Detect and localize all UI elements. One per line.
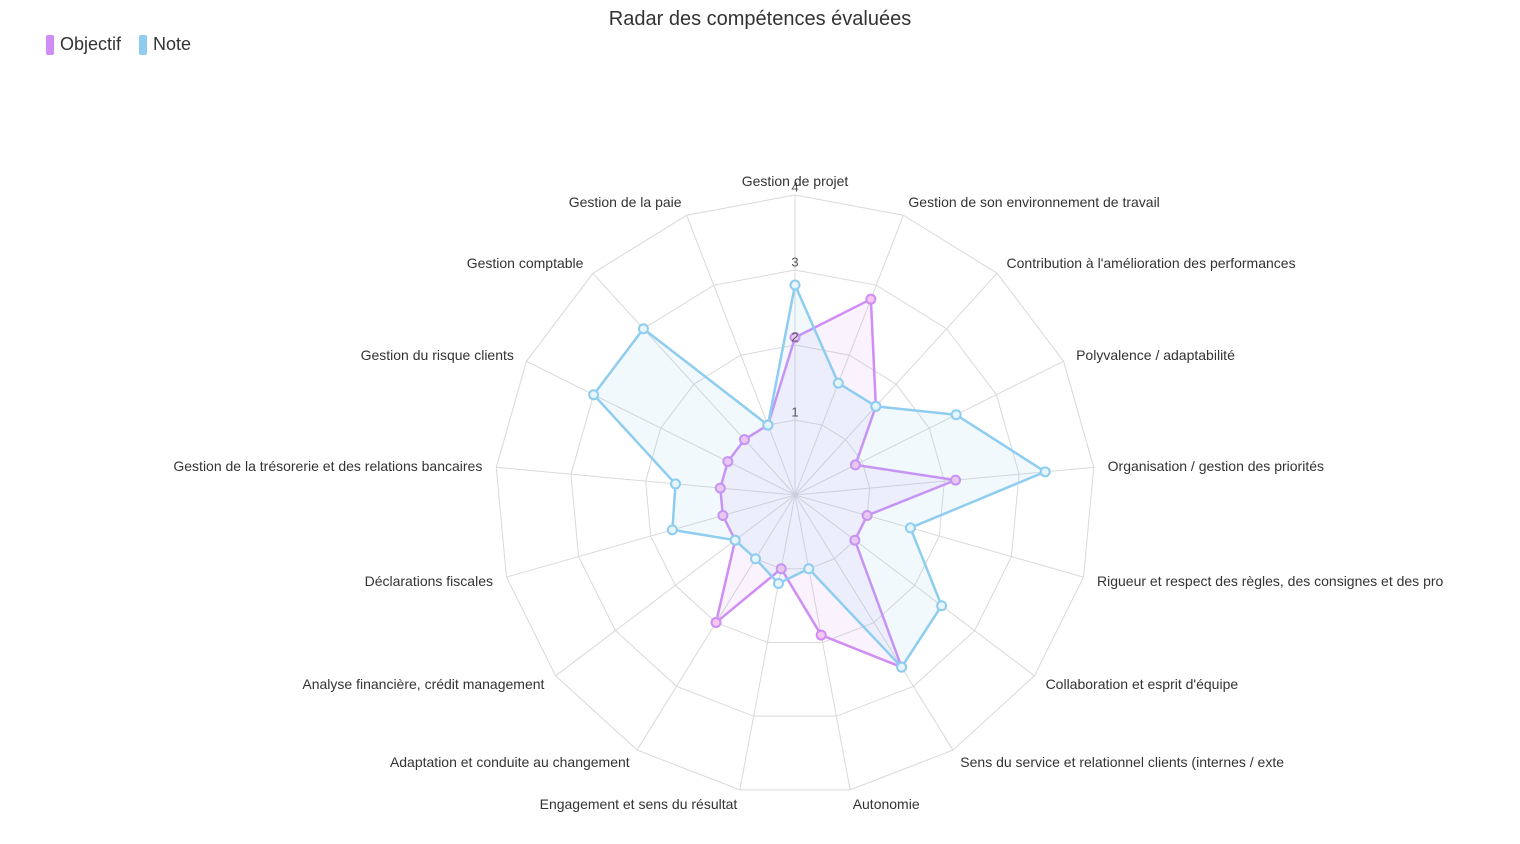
axis-label: Contribution à l'amélioration des perfor… xyxy=(1007,255,1296,271)
axis-label: Sens du service et relationnel clients (… xyxy=(960,754,1284,770)
marker-objectif[interactable] xyxy=(866,295,875,304)
axis-label: Gestion de la trésorerie et des relation… xyxy=(173,458,482,474)
marker-note[interactable] xyxy=(589,390,598,399)
marker-note[interactable] xyxy=(804,564,813,573)
marker-note[interactable] xyxy=(639,324,648,333)
axis-label: Gestion de projet xyxy=(742,173,849,189)
marker-note[interactable] xyxy=(834,379,843,388)
radial-tick-label: 3 xyxy=(791,255,798,270)
axis-label: Déclarations fiscales xyxy=(365,573,493,589)
axis-label: Analyse financière, crédit management xyxy=(302,676,544,692)
axis-label: Collaboration et esprit d'équipe xyxy=(1046,676,1239,692)
radial-tick-label: 1 xyxy=(791,405,798,420)
axis-label: Gestion de la paie xyxy=(569,194,682,210)
axis-label: Rigueur et respect des règles, des consi… xyxy=(1097,573,1443,589)
radar-chart xyxy=(0,0,1520,844)
marker-note[interactable] xyxy=(763,421,772,430)
axis-label: Polyvalence / adaptabilité xyxy=(1076,347,1235,363)
marker-note[interactable] xyxy=(1041,467,1050,476)
marker-note[interactable] xyxy=(791,281,800,290)
marker-note[interactable] xyxy=(751,554,760,563)
axis-label: Organisation / gestion des priorités xyxy=(1108,458,1324,474)
marker-note[interactable] xyxy=(731,536,740,545)
radial-tick-label: 2 xyxy=(791,330,798,345)
marker-note[interactable] xyxy=(937,601,946,610)
axis-label: Engagement et sens du résultat xyxy=(540,796,738,812)
marker-note[interactable] xyxy=(671,479,680,488)
axis-label: Adaptation et conduite au changement xyxy=(390,754,630,770)
marker-note[interactable] xyxy=(774,579,783,588)
axis-label: Gestion comptable xyxy=(467,255,584,271)
axis-label: Autonomie xyxy=(853,796,920,812)
marker-note[interactable] xyxy=(906,523,915,532)
axis-label: Gestion du risque clients xyxy=(361,347,514,363)
marker-note[interactable] xyxy=(668,525,677,534)
axis-label: Gestion de son environnement de travail xyxy=(908,194,1159,210)
marker-note[interactable] xyxy=(897,663,906,672)
marker-note[interactable] xyxy=(952,410,961,419)
marker-note[interactable] xyxy=(871,402,880,411)
marker-objectif[interactable] xyxy=(712,618,721,627)
marker-objectif[interactable] xyxy=(817,631,826,640)
